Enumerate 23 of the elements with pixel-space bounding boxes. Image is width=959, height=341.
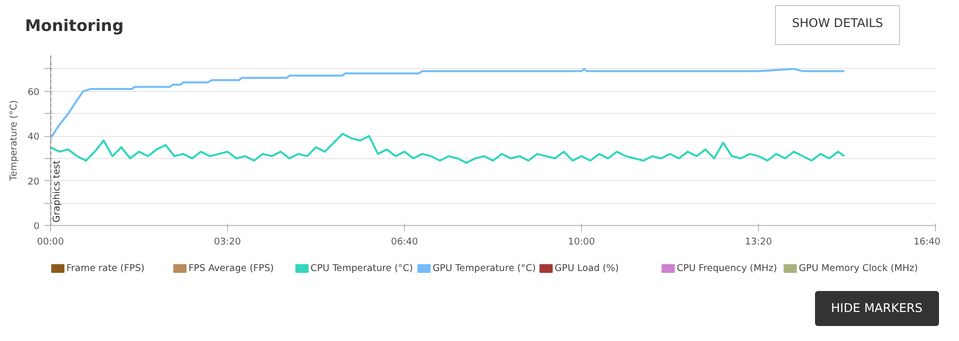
x-tick-label: 00:00 (37, 236, 64, 248)
x-tick-label: 13:20 (745, 236, 772, 248)
legend-label: GPU Memory Clock (MHz) (798, 263, 918, 274)
x-tick-label: 03:20 (214, 236, 242, 248)
legend-label: Frame rate (FPS) (66, 263, 145, 274)
y-tick-label: 60 (28, 86, 40, 98)
x-tick-label: 10:00 (568, 236, 596, 248)
x-tick-label: 16:40 (914, 236, 941, 248)
legend-label: CPU Temperature (°C) (310, 263, 413, 274)
legend-label: GPU Temperature (°C) (432, 263, 536, 274)
legend-label: GPU Load (%) (554, 263, 619, 274)
legend-label: CPU Frequency (MHz) (676, 263, 778, 274)
ref-line-label: Graphics test (52, 160, 62, 222)
chart-title: Monitoring (25, 15, 124, 37)
y-tick-label: 20 (28, 176, 40, 188)
x-tick-label: 06:40 (391, 236, 418, 248)
y-tick-label: 0 (34, 221, 40, 232)
legend-label: FPS Average (FPS) (188, 263, 274, 274)
y-tick-label: 40 (28, 132, 40, 143)
line-series (50, 68, 846, 140)
y-axis-title: Temperature (°C) (8, 100, 20, 182)
text: HIDE MARKERS (831, 300, 923, 317)
text: SHOW DETAILS (792, 15, 884, 32)
